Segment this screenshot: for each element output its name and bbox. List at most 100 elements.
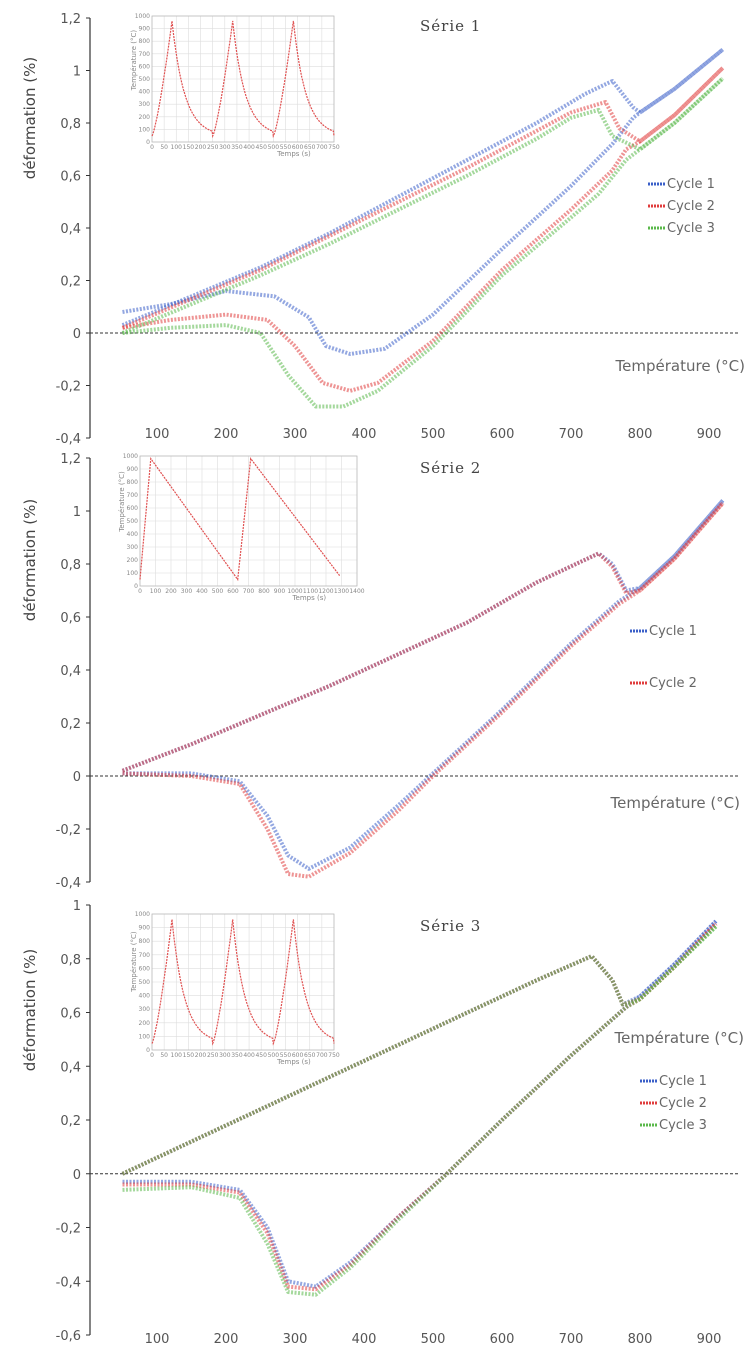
inset-y-tick: 900 [139, 26, 151, 33]
inset-x-tick: 900 [274, 588, 286, 595]
x-tick-label: 300 [283, 1332, 308, 1347]
y-tick-label: 0,6 [60, 170, 81, 185]
x-tick-label: 600 [490, 1332, 515, 1347]
inset-y-tick: 400 [139, 993, 151, 1000]
legend-label: Cycle 1 [659, 1074, 707, 1089]
y-tick-label: -0,2 [56, 380, 81, 395]
inset-x-tick: 1400 [349, 588, 364, 595]
inset-y-tick: 800 [127, 479, 139, 486]
y-tick-label: -0,2 [56, 1222, 81, 1237]
inset-y-tick: 200 [139, 114, 151, 121]
inset-y-tick: 300 [139, 101, 151, 108]
inset-x-tick: 300 [181, 588, 193, 595]
inset-y-tick: 1000 [135, 13, 150, 20]
inset-y-tick: 1000 [123, 453, 138, 460]
inset-background [118, 452, 363, 604]
y-tick-label: 0,8 [60, 117, 81, 132]
inset-chart: 0 50 100 150 200 250 300 350 400 450 500 550 600 650 7… [130, 910, 340, 1068]
inset-y-tick: 500 [139, 979, 151, 986]
inset-y-tick: 200 [127, 557, 139, 564]
chart-title: Série 1 [420, 17, 481, 35]
inset-chart: 0 100 200 300 400 500 600 700 800 900 1000 1100 1200… [118, 452, 365, 604]
inset-y-tick: 0 [134, 583, 138, 590]
y-tick-label: 0 [73, 770, 81, 785]
legend-label: Cycle 1 [667, 177, 715, 192]
inset-x-tick: 350 [231, 144, 243, 151]
legend-label: Cycle 2 [659, 1096, 707, 1111]
series-line-lower [122, 501, 725, 879]
inset-frame [139, 455, 358, 587]
inset-x-tick: 0 [138, 588, 142, 595]
inset-x-tick: 1000 [287, 588, 302, 595]
y-axis-label: déformation (%) [21, 949, 39, 1071]
inset-x-tick: 500 [268, 1052, 280, 1059]
y-tick-label: 0,4 [60, 664, 81, 679]
inset-x-tick: 800 [258, 588, 270, 595]
inset-y-tick: 900 [139, 925, 151, 932]
x-tick-label: 700 [559, 1332, 584, 1347]
inset-x-tick: 250 [207, 144, 219, 151]
y-tick-label: 0,4 [60, 222, 81, 237]
inset-temperature-line [151, 919, 335, 1046]
inset-y-tick: 700 [127, 492, 139, 499]
inset-temperature-line [139, 456, 341, 582]
inset-y-tick: 100 [127, 570, 139, 577]
inset-y-tick: 1000 [135, 911, 150, 918]
inset-y-tick: 600 [139, 965, 151, 972]
y-tick-label: -0,6 [56, 1329, 81, 1344]
inset-x-tick: 700 [316, 1052, 328, 1059]
inset-x-tick: 600 [227, 588, 239, 595]
inset-x-tick: 1100 [303, 588, 318, 595]
inset-y-tick: 100 [139, 1033, 151, 1040]
inset-x-tick: 400 [196, 588, 208, 595]
inset-y-tick: 700 [139, 51, 151, 58]
inset-y-tick: 200 [139, 1020, 151, 1027]
inset-y-tick: 700 [139, 952, 151, 959]
x-tick-label: 500 [421, 427, 446, 442]
legend-label: Cycle 2 [667, 199, 715, 214]
inset-x-tick: 550 [280, 144, 292, 151]
chart-panel-2: -0,4 -0,2 0 0,2 0,4 0,6 0,8 1 1,2 déformation (%)… [21, 452, 740, 891]
y-tick-label: 1,2 [60, 452, 81, 467]
x-tick-label: 800 [628, 1332, 653, 1347]
inset-y-tick: 300 [127, 544, 139, 551]
inset-x-tick: 350 [231, 1052, 243, 1059]
y-tick-label: 0,2 [60, 717, 81, 732]
series-line-upper [121, 501, 725, 773]
legend-label: Cycle 3 [667, 221, 715, 236]
inset-x-tick: 1300 [334, 588, 349, 595]
y-tick-label: 0,6 [60, 1007, 81, 1022]
series-line-lower [122, 499, 725, 871]
inset-x-tick: 0 [150, 1052, 154, 1059]
y-tick-label: 1 [73, 65, 81, 80]
inset-x-tick: 650 [304, 144, 316, 151]
inset-x-tick: 300 [219, 144, 231, 151]
inset-x-tick: 250 [207, 1052, 219, 1059]
inset-y-tick: 0 [146, 139, 150, 146]
inset-x-tick: 100 [171, 144, 183, 151]
x-axis-label: Température (°C) [615, 357, 745, 375]
inset-x-tick: 150 [183, 144, 195, 151]
series-line-lower [122, 925, 718, 1297]
inset-x-label: Temps (s) [276, 150, 311, 158]
inset-x-tick: 550 [280, 1052, 292, 1059]
inset-x-tick: 600 [292, 144, 304, 151]
x-tick-label: 900 [697, 427, 722, 442]
y-tick-label: 0,2 [60, 1114, 81, 1129]
y-axis-label: déformation (%) [21, 499, 39, 621]
y-tick-label: 1,2 [60, 12, 81, 27]
series-line-upper [121, 925, 718, 1176]
y-tick-label: -0,2 [56, 823, 81, 838]
inset-x-tick: 450 [255, 144, 267, 151]
y-tick-label: -0,4 [56, 1275, 81, 1290]
inset-y-tick: 800 [139, 938, 151, 945]
legend-label: Cycle 3 [659, 1118, 707, 1133]
inset-background [130, 910, 340, 1068]
y-axis-label: déformation (%) [21, 57, 39, 179]
inset-y-label: Température (°C) [130, 30, 138, 92]
inset-x-tick: 200 [195, 1052, 207, 1059]
x-tick-label: 400 [352, 427, 377, 442]
inset-y-tick: 900 [127, 466, 139, 473]
inset-x-label: Temps (s) [276, 1058, 311, 1066]
